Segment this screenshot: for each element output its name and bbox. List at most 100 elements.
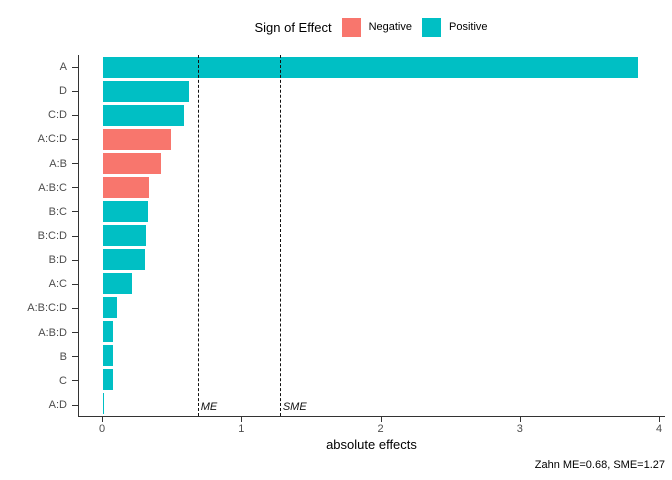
y-axis-label-row: A:B:D [0, 321, 78, 345]
y-tick-mark [72, 380, 78, 382]
y-axis-label: B [59, 350, 67, 363]
bar-row [79, 223, 665, 247]
bar [103, 152, 162, 174]
bar-row [79, 320, 665, 344]
x-tick-mark [519, 417, 521, 422]
y-axis-label: B:D [48, 254, 67, 267]
y-axis-label-row: B:D [0, 248, 78, 272]
y-axis-label-row: A [0, 55, 78, 79]
bar [103, 297, 117, 319]
y-axis-label: C [59, 374, 67, 387]
y-axis-label: D [59, 85, 67, 98]
bar [103, 321, 114, 343]
legend-title: Sign of Effect [254, 19, 332, 35]
y-axis-label-row: A:C:D [0, 127, 78, 151]
positive-swatch-icon [421, 17, 441, 37]
y-axis-label: A:B:D [38, 326, 67, 339]
bar-row [79, 272, 665, 296]
bar [103, 56, 638, 78]
bar [103, 176, 149, 198]
y-axis-label-row: A:B [0, 152, 78, 176]
y-tick-mark [72, 235, 78, 237]
y-axis-label-row: A:D [0, 393, 78, 417]
y-axis-label: A:B [49, 157, 67, 170]
y-tick-mark [72, 90, 78, 92]
bar [103, 104, 184, 126]
y-tick-mark [72, 332, 78, 334]
bar-row [79, 199, 665, 223]
x-tick-label: 1 [238, 423, 245, 435]
legend-item-negative: Negative [341, 17, 412, 37]
y-axis-label-row: C [0, 369, 78, 393]
y-tick-mark [72, 307, 78, 309]
y-axis-label-row: A:B:C [0, 176, 78, 200]
bar-row [79, 248, 665, 272]
x-tick-mark [380, 417, 382, 422]
legend: Sign of Effect Negative Positive [70, 12, 672, 42]
y-tick-mark [72, 114, 78, 116]
bar-row [79, 368, 665, 392]
bar [103, 200, 148, 222]
bar [103, 128, 172, 150]
y-tick-mark [72, 211, 78, 213]
bar-row [79, 296, 665, 320]
y-axis-label: A [59, 61, 67, 74]
x-tick-mark [659, 417, 660, 422]
y-axis-label: A:D [48, 399, 67, 412]
legend-item-positive: Positive [421, 17, 488, 37]
x-tick-label: 3 [516, 423, 523, 435]
y-axis-label: B:C [48, 205, 67, 218]
plot-panel: ME SME [78, 55, 665, 417]
y-axis-label-row: B:C:D [0, 224, 78, 248]
bar-row [79, 127, 665, 151]
bar [103, 369, 113, 391]
y-axis-label-row: A:B:C:D [0, 296, 78, 320]
y-axis-label: A:C [48, 278, 67, 291]
bar [103, 80, 190, 102]
x-axis-title: absolute effects [326, 437, 417, 452]
y-axis-label: A:C:D [37, 133, 67, 146]
y-axis-label: C:D [48, 109, 67, 122]
y-tick-mark [72, 66, 78, 68]
x-tick-mark [102, 417, 103, 422]
y-tick-mark [72, 138, 78, 140]
bar [103, 249, 145, 271]
bar-row [79, 103, 665, 127]
legend-label-positive: Positive [448, 21, 488, 33]
x-tick-label: 0 [98, 423, 106, 435]
y-tick-mark [72, 259, 78, 261]
y-tick-mark [72, 404, 78, 406]
x-tick-mark [241, 417, 243, 422]
bar-row [79, 55, 665, 79]
bar-row [79, 175, 665, 199]
y-axis-label-row: C:D [0, 103, 78, 127]
bar-row [79, 79, 665, 103]
bar-row [79, 392, 665, 416]
bar-row [79, 344, 665, 368]
legend-label-negative: Negative [368, 21, 412, 33]
y-axis-labels: A D C:D A:C:D A:B A:B:C B:C B:C:D B:D A:C A:B:C:D A… [0, 55, 78, 417]
y-tick-mark [72, 187, 78, 189]
y-axis-label-row: B [0, 345, 78, 369]
y-tick-mark [72, 356, 78, 358]
x-tick-label: 4 [655, 423, 663, 435]
y-tick-mark [72, 283, 78, 285]
bar [103, 393, 105, 415]
chart-caption: Zahn ME=0.68, SME=1.27 [534, 459, 665, 471]
y-axis-label: A:B:C:D [27, 302, 67, 315]
y-tick-mark [72, 163, 78, 165]
reference-line-me [197, 55, 199, 416]
bars-container [79, 55, 665, 416]
bar [103, 273, 133, 295]
bar [103, 224, 147, 246]
y-axis-label: A:B:C [38, 181, 67, 194]
reference-line-label-sme: SME [282, 401, 307, 413]
reference-line-label-me: ME [200, 401, 218, 413]
x-axis-ticks: 0 1 2 3 4 [78, 417, 665, 439]
y-axis-label-row: B:C [0, 200, 78, 224]
y-axis-label-row: A:C [0, 272, 78, 296]
y-axis-label: B:C:D [37, 230, 67, 243]
bar-row [79, 151, 665, 175]
negative-swatch-icon [341, 17, 361, 37]
reference-line-sme [279, 55, 281, 416]
